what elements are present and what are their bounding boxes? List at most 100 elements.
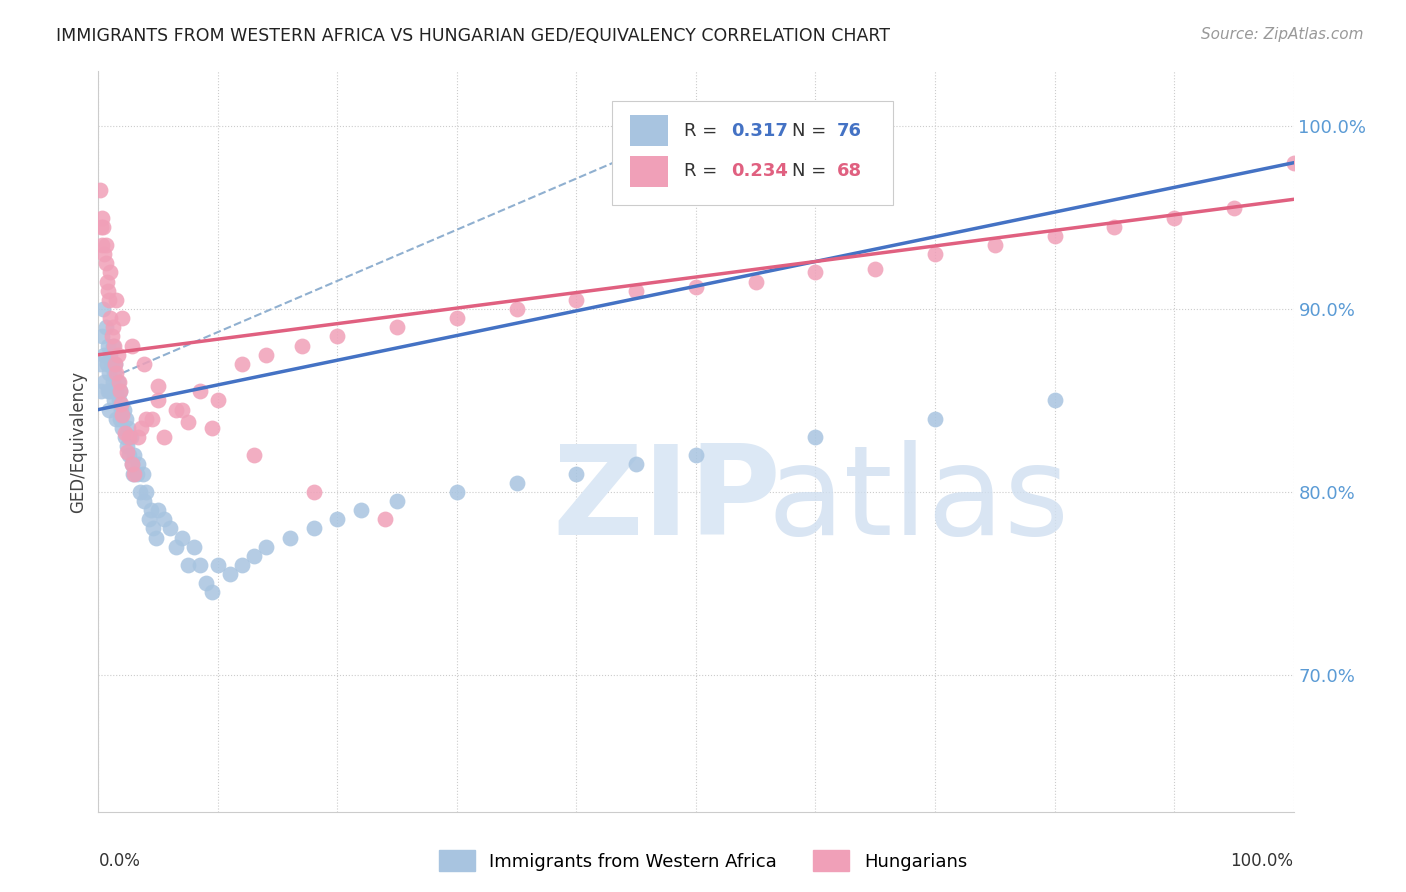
Point	[177, 415, 200, 429]
Point	[97, 338, 120, 352]
Point	[105, 293, 128, 307]
Point	[93, 375, 115, 389]
Point	[1043, 228, 1066, 243]
Point	[103, 393, 125, 408]
Point	[148, 503, 170, 517]
FancyBboxPatch shape	[630, 115, 668, 146]
Point	[291, 338, 314, 352]
Point	[1282, 155, 1305, 169]
Point	[231, 558, 253, 572]
Text: 76: 76	[837, 121, 862, 139]
Point	[165, 402, 187, 417]
FancyBboxPatch shape	[613, 101, 893, 204]
Point	[243, 448, 266, 462]
Point	[138, 512, 160, 526]
Point	[139, 503, 162, 517]
Point	[159, 521, 181, 535]
Point	[506, 475, 529, 490]
Legend: Immigrants from Western Africa, Hungarians: Immigrants from Western Africa, Hungaria…	[432, 843, 974, 879]
Text: ZIP: ZIP	[553, 441, 782, 561]
Point	[201, 585, 224, 599]
Point	[326, 329, 349, 343]
Point	[104, 357, 127, 371]
Point	[924, 411, 946, 425]
Point	[104, 357, 127, 371]
Point	[231, 357, 253, 371]
Point	[115, 439, 138, 453]
Text: 68: 68	[837, 162, 862, 180]
Point	[115, 444, 138, 458]
Point	[96, 275, 118, 289]
Point	[127, 430, 149, 444]
Point	[1163, 211, 1185, 225]
Point	[165, 540, 187, 554]
Point	[145, 531, 167, 545]
Point	[107, 375, 129, 389]
Text: R =: R =	[685, 162, 723, 180]
Point	[89, 357, 111, 371]
Point	[188, 558, 211, 572]
Text: 0.317: 0.317	[731, 121, 787, 139]
Point	[685, 280, 707, 294]
Point	[91, 238, 114, 252]
Point	[350, 503, 373, 517]
Point	[243, 549, 266, 563]
Point	[98, 402, 121, 417]
Point	[120, 430, 142, 444]
Point	[254, 540, 277, 554]
Point	[131, 421, 153, 435]
Point	[118, 430, 141, 444]
Point	[1223, 202, 1246, 216]
Point	[89, 183, 111, 197]
Point	[127, 458, 149, 472]
Point	[207, 393, 229, 408]
Point	[302, 484, 325, 499]
Point	[865, 261, 887, 276]
Point	[135, 411, 157, 425]
Point	[804, 265, 827, 279]
Point	[626, 284, 648, 298]
Point	[446, 484, 468, 499]
Point	[103, 366, 125, 380]
Point	[124, 448, 146, 462]
Point	[129, 484, 152, 499]
Point	[142, 521, 165, 535]
Point	[177, 558, 200, 572]
Point	[148, 378, 170, 392]
Point	[124, 467, 146, 481]
Point	[132, 494, 155, 508]
Point	[96, 357, 118, 371]
Point	[131, 467, 153, 481]
Point	[121, 338, 143, 352]
Point	[132, 357, 155, 371]
Point	[97, 384, 120, 399]
Point	[114, 426, 136, 441]
Point	[446, 311, 468, 326]
Point	[326, 512, 349, 526]
Point	[506, 301, 529, 316]
Point	[121, 458, 143, 472]
Point	[111, 408, 134, 422]
Point	[153, 512, 176, 526]
Text: IMMIGRANTS FROM WESTERN AFRICA VS HUNGARIAN GED/EQUIVALENCY CORRELATION CHART: IMMIGRANTS FROM WESTERN AFRICA VS HUNGAR…	[56, 27, 890, 45]
Point	[98, 384, 122, 399]
Point	[98, 265, 122, 279]
Point	[111, 311, 134, 326]
Point	[91, 329, 114, 343]
Point	[114, 430, 136, 444]
Point	[685, 448, 707, 462]
Point	[385, 320, 409, 334]
Point	[107, 375, 129, 389]
Point	[112, 402, 135, 417]
Point	[91, 211, 114, 225]
Text: R =: R =	[685, 121, 723, 139]
Point	[201, 421, 224, 435]
Point	[278, 531, 301, 545]
Text: N =: N =	[792, 162, 831, 180]
Point	[90, 384, 112, 399]
Point	[172, 531, 194, 545]
Point	[110, 402, 132, 417]
Point	[108, 384, 131, 399]
Point	[207, 558, 229, 572]
Point	[924, 247, 946, 261]
